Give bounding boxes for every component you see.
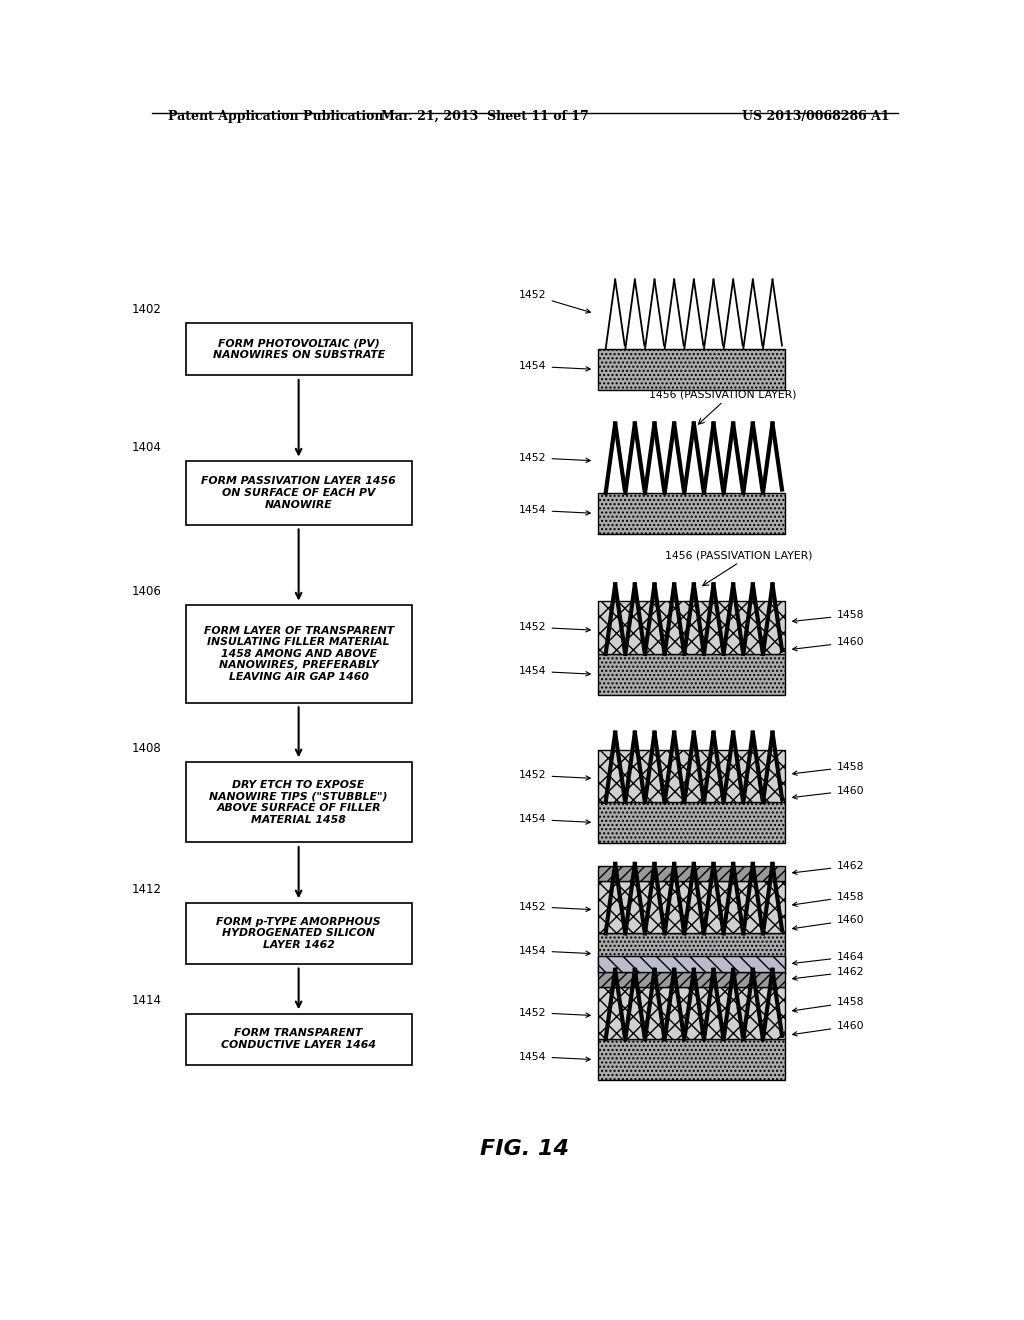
Text: 1454: 1454 (519, 667, 590, 676)
Text: 1460: 1460 (793, 1022, 864, 1036)
Text: 1458: 1458 (793, 998, 864, 1012)
Text: 1412: 1412 (132, 883, 162, 896)
Text: DRY ETCH TO EXPOSE
NANOWIRE TIPS ("STUBBLE")
ABOVE SURFACE OF FILLER
MATERIAL 14: DRY ETCH TO EXPOSE NANOWIRE TIPS ("STUBB… (209, 780, 388, 825)
Text: 1460: 1460 (793, 785, 864, 799)
Text: Patent Application Publication: Patent Application Publication (168, 110, 383, 123)
Text: FORM PHOTOVOLTAIC (PV)
NANOWIRES ON SUBSTRATE: FORM PHOTOVOLTAIC (PV) NANOWIRES ON SUBS… (213, 338, 385, 360)
Text: FORM TRANSPARENT
CONDUCTIVE LAYER 1464: FORM TRANSPARENT CONDUCTIVE LAYER 1464 (221, 1028, 376, 1051)
Bar (598, 866, 784, 880)
Bar (598, 653, 784, 694)
Text: 1408: 1408 (132, 742, 162, 755)
Bar (598, 492, 784, 533)
Text: 1454: 1454 (519, 814, 590, 825)
Bar (185, 1014, 412, 1065)
Bar (598, 972, 784, 987)
Text: 1456 (PASSIVATION LAYER): 1456 (PASSIVATION LAYER) (649, 389, 797, 400)
Text: 1452: 1452 (519, 771, 590, 780)
Bar (598, 750, 784, 803)
Bar (185, 461, 412, 525)
Bar (598, 987, 784, 1039)
Text: 1452: 1452 (519, 902, 590, 912)
Text: FORM LAYER OF TRANSPARENT
INSULATING FILLER MATERIAL
1458 AMONG AND ABOVE
NANOWI: FORM LAYER OF TRANSPARENT INSULATING FIL… (204, 626, 393, 682)
Text: FORM PASSIVATION LAYER 1456
ON SURFACE OF EACH PV
NANOWIRE: FORM PASSIVATION LAYER 1456 ON SURFACE O… (202, 477, 396, 510)
Text: 1462: 1462 (793, 861, 864, 874)
Text: 1404: 1404 (132, 441, 162, 454)
Text: 1406: 1406 (132, 585, 162, 598)
Text: 1454: 1454 (519, 506, 590, 515)
Text: 1460: 1460 (793, 638, 864, 651)
Text: US 2013/0068286 A1: US 2013/0068286 A1 (742, 110, 890, 123)
Bar (185, 903, 412, 964)
Text: FIG. 14: FIG. 14 (480, 1139, 569, 1159)
Text: 1452: 1452 (519, 453, 590, 463)
Text: 1402: 1402 (132, 304, 162, 315)
Text: 1460: 1460 (793, 915, 864, 931)
Bar (598, 602, 784, 653)
Bar (598, 956, 784, 972)
Bar (598, 803, 784, 842)
Bar (598, 933, 784, 974)
Text: 1458: 1458 (793, 891, 864, 907)
Bar (185, 322, 412, 375)
Bar (185, 762, 412, 842)
Bar (185, 605, 412, 702)
Text: 1454: 1454 (519, 362, 590, 371)
Text: Mar. 21, 2013  Sheet 11 of 17: Mar. 21, 2013 Sheet 11 of 17 (381, 110, 589, 123)
Text: 1454: 1454 (519, 945, 590, 956)
Text: 1414: 1414 (132, 994, 162, 1007)
Text: 1458: 1458 (793, 610, 864, 623)
Text: 1462: 1462 (793, 968, 864, 981)
Text: 1464: 1464 (793, 952, 864, 965)
Text: 1458: 1458 (793, 762, 864, 775)
Text: 1454: 1454 (519, 1052, 590, 1061)
Bar (598, 880, 784, 933)
Bar (598, 348, 784, 389)
Text: 1456 (PASSIVATION LAYER): 1456 (PASSIVATION LAYER) (666, 550, 813, 561)
Bar (598, 1039, 784, 1080)
Text: 1452: 1452 (519, 1007, 590, 1018)
Text: FORM p-TYPE AMORPHOUS
HYDROGENATED SILICON
LAYER 1462: FORM p-TYPE AMORPHOUS HYDROGENATED SILIC… (216, 917, 381, 950)
Text: 1452: 1452 (519, 290, 591, 313)
Text: 1452: 1452 (519, 622, 590, 632)
